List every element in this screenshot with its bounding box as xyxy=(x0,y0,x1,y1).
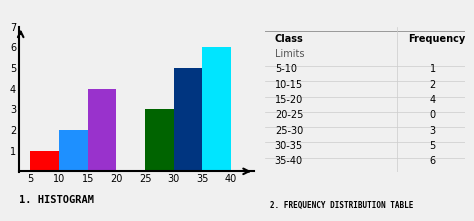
Bar xyxy=(30,151,59,171)
Text: 6: 6 xyxy=(429,156,436,166)
Bar xyxy=(59,130,88,171)
Text: 0: 0 xyxy=(429,110,436,120)
Text: Frequency: Frequency xyxy=(409,34,466,44)
Text: 2. FREQUENCY DISTRIBUTION TABLE: 2. FREQUENCY DISTRIBUTION TABLE xyxy=(270,201,413,210)
Bar xyxy=(173,68,202,171)
Text: 2: 2 xyxy=(429,80,436,90)
Text: Limits: Limits xyxy=(275,49,304,59)
Text: 30-35: 30-35 xyxy=(275,141,303,151)
Text: Class: Class xyxy=(275,34,303,44)
Text: 10-15: 10-15 xyxy=(275,80,303,90)
Text: 3: 3 xyxy=(429,126,436,136)
Bar xyxy=(145,109,173,171)
X-axis label: 1. HISTOGRAM: 1. HISTOGRAM xyxy=(19,195,94,205)
Text: 5-10: 5-10 xyxy=(275,65,297,74)
Bar xyxy=(202,47,231,171)
Text: 15-20: 15-20 xyxy=(275,95,303,105)
Text: 5: 5 xyxy=(429,141,436,151)
Text: 1: 1 xyxy=(429,65,436,74)
Text: 35-40: 35-40 xyxy=(275,156,303,166)
Text: 20-25: 20-25 xyxy=(275,110,303,120)
Text: 25-30: 25-30 xyxy=(275,126,303,136)
Text: 4: 4 xyxy=(429,95,436,105)
Bar xyxy=(88,89,117,171)
